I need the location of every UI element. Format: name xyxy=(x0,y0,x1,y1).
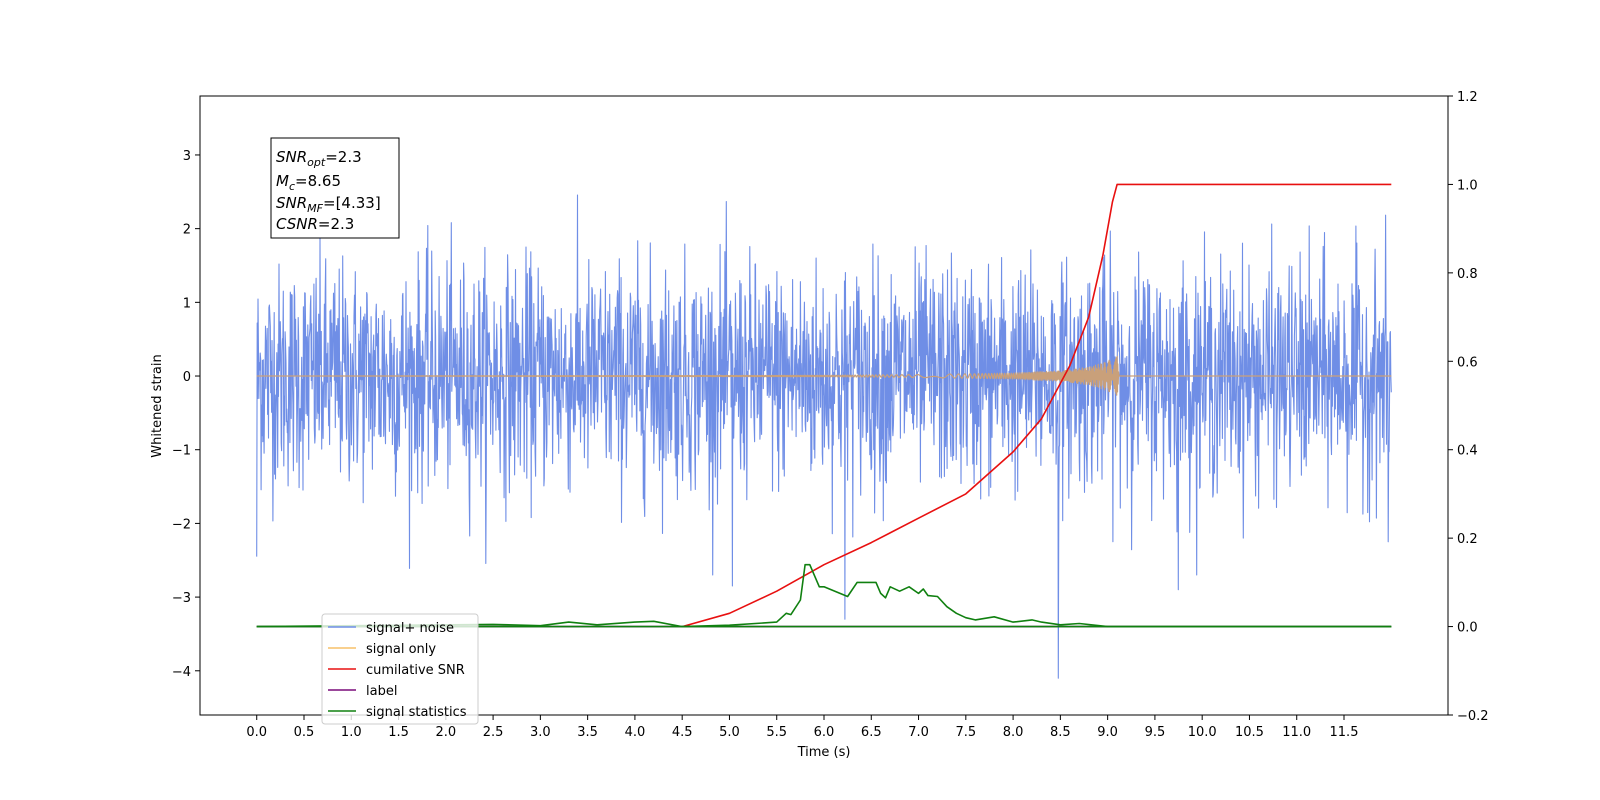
x-tick-label: 4.5 xyxy=(672,725,693,740)
x-tick-label: 9.0 xyxy=(1097,725,1118,740)
y-right-tick-label: 0.8 xyxy=(1457,267,1478,282)
series-cumilative-snr-line xyxy=(681,183,1392,628)
x-tick-label: 11.5 xyxy=(1330,725,1359,740)
legend-label: signal+ noise xyxy=(366,621,454,636)
y-axis-left-label: Whitened strain xyxy=(150,354,165,457)
annotation-csnr: CSNR=2.3 xyxy=(276,215,354,233)
legend-label: signal statistics xyxy=(366,705,467,720)
x-tick-label: 11.0 xyxy=(1282,725,1311,740)
x-tick-label: 4.0 xyxy=(625,725,646,740)
y-left-tick-label: 2 xyxy=(183,223,191,238)
x-tick-label: 10.0 xyxy=(1188,725,1217,740)
y-left-tick-label: 1 xyxy=(183,296,191,311)
y-left-tick-label: 0 xyxy=(183,370,191,385)
series-signal-statistics-line xyxy=(256,563,1392,628)
x-axis: 0.0 0.5 1.0 1.5 2.0 2.5 3.0 3.5 4.0 4.5 5.0 5.5 6.0 6… xyxy=(246,715,1358,740)
y-axis-left: 3 2 1 0 −1 −2 −3 −4 xyxy=(172,149,200,680)
y-left-tick-label: −2 xyxy=(172,517,191,532)
y-right-tick-label: 0.0 xyxy=(1457,621,1478,636)
legend-frame xyxy=(321,613,479,725)
legend-label: signal only xyxy=(366,642,436,657)
series-signal-only-line xyxy=(256,355,1392,396)
x-tick-label: 6.5 xyxy=(861,725,882,740)
annotation-mc: Mc=8.65 xyxy=(276,172,341,193)
y-left-tick-label: −4 xyxy=(172,665,191,680)
y-right-tick-label: 0.4 xyxy=(1457,444,1478,459)
x-axis-label: Time (s) xyxy=(797,745,851,760)
y-left-tick-label: 3 xyxy=(183,149,191,164)
y-right-tick-label: 0.6 xyxy=(1457,355,1478,370)
x-tick-label: 1.5 xyxy=(388,725,409,740)
y-right-tick-label: 0.2 xyxy=(1457,532,1478,547)
x-tick-label: 9.5 xyxy=(1145,725,1166,740)
x-tick-label: 10.5 xyxy=(1235,725,1264,740)
legend: signal+ noise signal only cumilative SNR la… xyxy=(321,613,479,725)
x-tick-label: 3.0 xyxy=(530,725,551,740)
annotation-box: SNRopt=2.3 Mc=8.65 SNRMF=[4.33] CSNR=2.3 xyxy=(270,137,400,239)
x-tick-label: 8.5 xyxy=(1050,725,1071,740)
x-tick-label: 7.5 xyxy=(955,725,976,740)
legend-label: cumilative SNR xyxy=(366,663,465,678)
x-tick-label: 5.5 xyxy=(766,725,787,740)
x-tick-label: 8.0 xyxy=(1003,725,1024,740)
y-left-tick-label: −3 xyxy=(172,591,191,606)
legend-label: label xyxy=(366,684,397,699)
annotation-frame xyxy=(270,137,400,239)
x-tick-label: 2.5 xyxy=(483,725,504,740)
series-signal-noise-line xyxy=(256,194,1392,679)
annotation-snr-mf: SNRMF=[4.33] xyxy=(276,194,381,215)
y-left-tick-label: −1 xyxy=(172,444,191,459)
y-right-tick-label: 1.0 xyxy=(1457,178,1478,193)
x-tick-label: 5.0 xyxy=(719,725,740,740)
x-tick-label: 0.0 xyxy=(246,725,267,740)
x-tick-label: 3.5 xyxy=(577,725,598,740)
y-right-tick-label: 1.2 xyxy=(1457,90,1478,105)
x-tick-label: 2.0 xyxy=(435,725,456,740)
annotation-snr-opt: SNRopt=2.3 xyxy=(276,148,362,169)
x-tick-label: 7.0 xyxy=(908,725,929,740)
x-tick-label: 0.5 xyxy=(294,725,315,740)
x-tick-label: 6.0 xyxy=(814,725,835,740)
x-tick-label: 1.0 xyxy=(341,725,362,740)
y-axis-right: 1.2 1.0 0.8 0.6 0.4 0.2 0.0 −0.2 xyxy=(1448,90,1489,724)
y-right-tick-label: −0.2 xyxy=(1457,709,1489,724)
